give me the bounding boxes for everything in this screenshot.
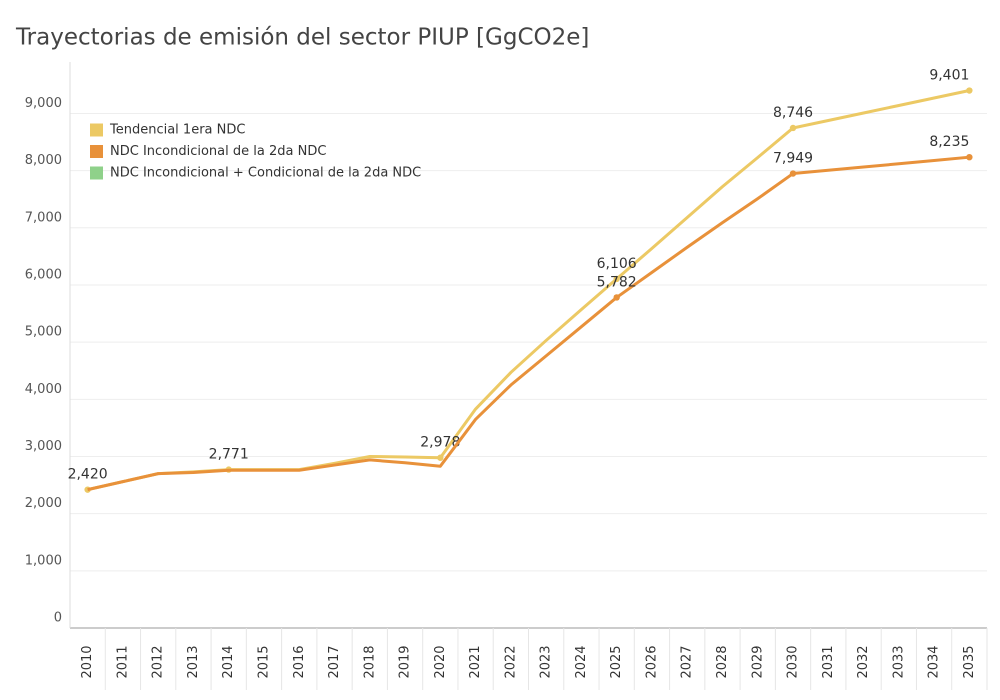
legend-swatch — [90, 123, 103, 137]
x-tick-label: 2023 — [539, 645, 554, 678]
y-tick-label: 0 — [54, 611, 62, 626]
x-tick-label: 2016 — [292, 645, 307, 678]
y-tick-label: 2,000 — [25, 496, 62, 511]
x-tick-label: 2019 — [398, 645, 413, 678]
legend-swatch — [90, 145, 103, 158]
data-label: 6,106 — [597, 256, 637, 272]
data-label: 8,746 — [773, 105, 813, 121]
y-tick-label: 6,000 — [25, 267, 62, 282]
data-label: 7,949 — [773, 151, 813, 167]
x-tick-label: 2027 — [680, 645, 695, 678]
x-tick-label: 2026 — [644, 645, 659, 678]
x-tick-label: 2025 — [609, 645, 624, 678]
x-tick-label: 2035 — [962, 645, 977, 678]
y-tick-label: 9,000 — [25, 96, 62, 111]
y-tick-label: 4,000 — [25, 382, 62, 397]
x-tick-label: 2010 — [80, 645, 95, 678]
x-tick-label: 2031 — [821, 645, 836, 678]
x-tick-label: 2022 — [503, 645, 518, 678]
data-label: 9,401 — [929, 68, 969, 84]
data-point — [789, 170, 797, 177]
x-tick-label: 2020 — [433, 645, 448, 678]
y-tick-label: 8,000 — [25, 153, 62, 168]
x-tick-label: 2028 — [715, 645, 730, 678]
data-point — [789, 124, 797, 132]
y-tick-label: 7,000 — [25, 210, 62, 225]
x-tick-label: 2014 — [221, 645, 236, 678]
data-point — [966, 153, 973, 161]
data-point — [613, 294, 620, 301]
y-tick-label: 5,000 — [25, 325, 62, 340]
chart-title: Trayectorias de emisión del sector PIUP … — [15, 25, 589, 51]
series-line — [87, 155, 970, 492]
x-tick-label: 2029 — [750, 645, 765, 678]
y-tick-label: 3,000 — [25, 439, 62, 454]
data-point — [966, 87, 973, 94]
data-label: 2,978 — [420, 435, 460, 451]
x-tick-label: 2030 — [786, 645, 801, 678]
x-tick-label: 2032 — [856, 645, 871, 678]
x-tick-label: 2015 — [256, 645, 271, 678]
legend-swatch — [90, 166, 103, 180]
x-tick-label: 2018 — [362, 645, 377, 678]
x-tick-label: 2024 — [574, 645, 589, 678]
data-point — [437, 454, 444, 461]
data-label: 2,771 — [209, 447, 249, 463]
x-tick-label: 2017 — [327, 645, 342, 678]
legend-label: Tendencial 1era NDC — [109, 123, 245, 138]
x-tick-label: 2021 — [468, 645, 483, 678]
y-tick-label: 1,000 — [25, 553, 62, 568]
x-tick-label: 2012 — [151, 645, 166, 678]
data-label: 2,420 — [68, 467, 108, 483]
x-tick-label: 2013 — [186, 645, 201, 678]
legend-label: NDC Incondicional de la 2da NDC — [110, 144, 326, 159]
data-label: 8,235 — [929, 134, 969, 150]
x-tick-label: 2033 — [891, 645, 906, 678]
legend-label: NDC Incondicional + Condicional de la 2d… — [110, 166, 421, 181]
data-point — [613, 275, 620, 283]
x-tick-label: 2034 — [927, 645, 942, 678]
data-label: 5,782 — [597, 274, 637, 290]
x-tick-label: 2011 — [115, 645, 130, 678]
